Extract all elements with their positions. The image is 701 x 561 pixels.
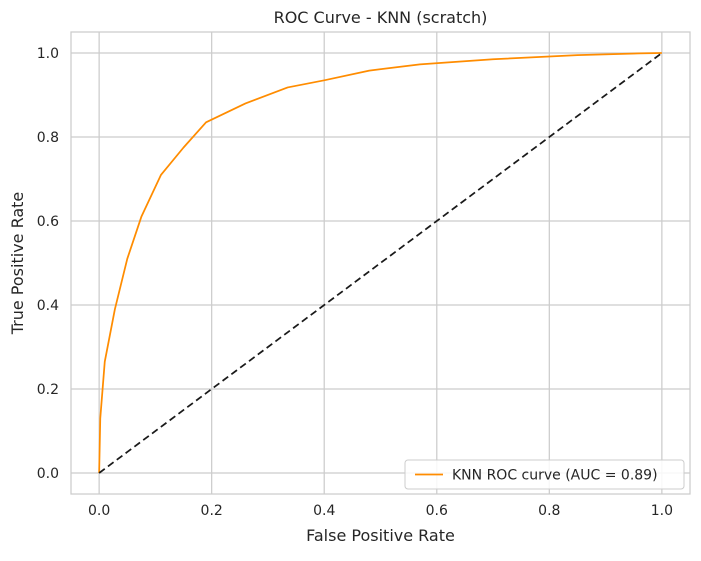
chance-diagonal-line bbox=[98, 52, 663, 474]
y-tick-label: 0.4 bbox=[37, 298, 59, 314]
roc-curve-line bbox=[98, 52, 662, 474]
x-tick-label: 0.2 bbox=[201, 503, 223, 519]
tick-layer: 0.0 0.2 0.4 0.6 0.8 1.0 0.0 0.2 0.4 0.6 0.8 1.0 bbox=[37, 46, 673, 519]
y-axis-label: True Positive Rate bbox=[8, 192, 27, 336]
x-tick-label: 0.4 bbox=[313, 503, 335, 519]
x-tick-label: 0.0 bbox=[88, 503, 110, 519]
chart-title: ROC Curve - KNN (scratch) bbox=[274, 8, 488, 27]
x-axis-label: False Positive Rate bbox=[306, 526, 455, 545]
y-tick-label: 0.8 bbox=[37, 130, 59, 146]
x-tick-label: 0.8 bbox=[538, 503, 560, 519]
x-tick-label: 0.6 bbox=[426, 503, 448, 519]
legend-label: KNN ROC curve (AUC = 0.89) bbox=[452, 468, 658, 484]
y-tick-label: 1.0 bbox=[37, 46, 59, 62]
axes-frame bbox=[70, 31, 691, 495]
y-tick-label: 0.0 bbox=[37, 466, 59, 482]
y-tick-label: 0.6 bbox=[37, 214, 59, 230]
series-layer bbox=[98, 52, 663, 474]
legend: KNN ROC curve (AUC = 0.89) bbox=[404, 459, 685, 490]
x-tick-label: 1.0 bbox=[651, 503, 673, 519]
legend-box bbox=[404, 459, 685, 490]
y-tick-label: 0.2 bbox=[37, 382, 59, 398]
